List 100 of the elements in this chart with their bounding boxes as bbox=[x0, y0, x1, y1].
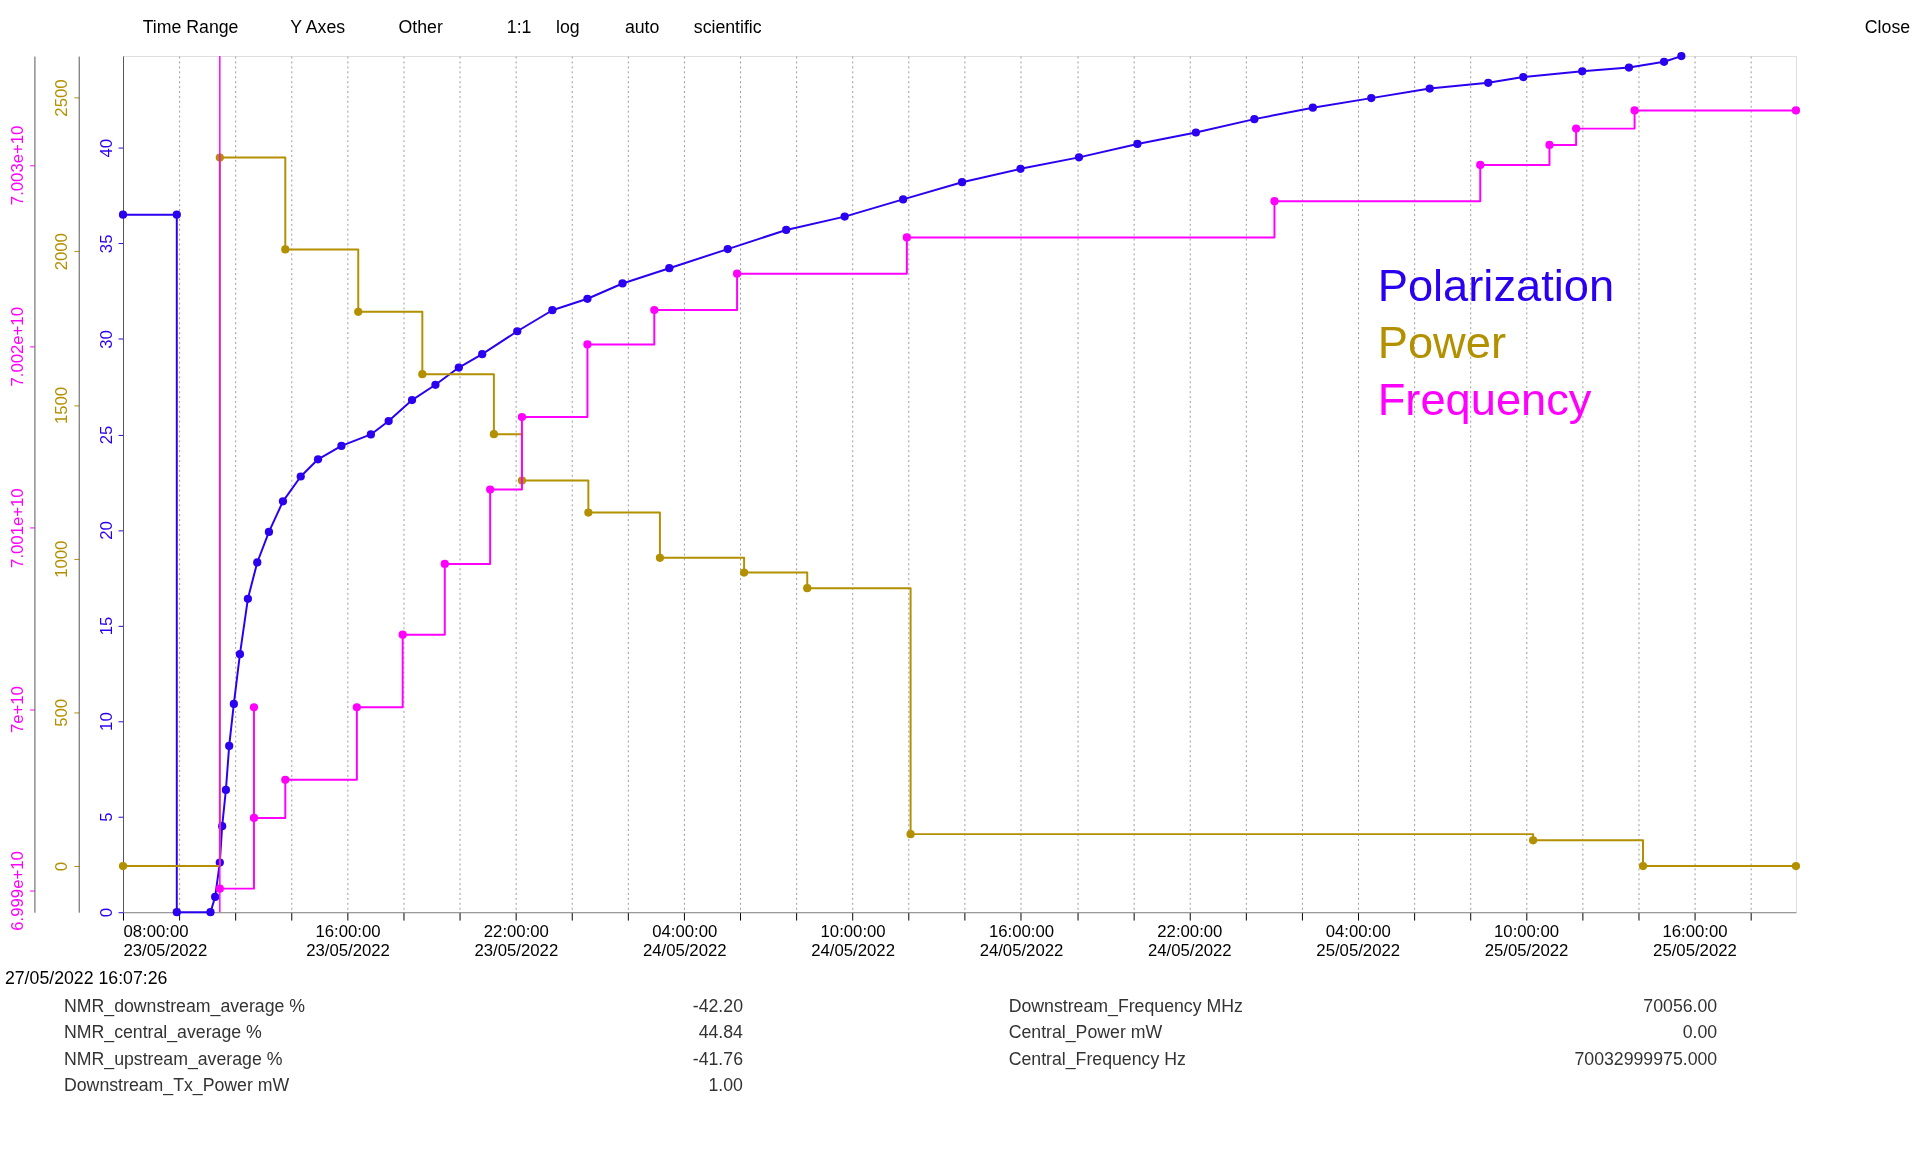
y-tick-label: 10 bbox=[96, 712, 116, 731]
y2-tick-label: 1500 bbox=[52, 386, 72, 425]
point bbox=[1133, 139, 1142, 149]
text: NMR_downstream_average % bbox=[63, 995, 306, 1017]
point bbox=[431, 380, 440, 389]
point bbox=[354, 307, 363, 316]
point bbox=[313, 455, 323, 464]
y-tick-label: 40 bbox=[96, 138, 116, 158]
y3-tick-label: 7.001e+10 bbox=[8, 488, 28, 568]
point bbox=[1250, 115, 1259, 124]
y-tick-label: 15 bbox=[96, 616, 116, 636]
text: 1:1 bbox=[506, 17, 532, 38]
point bbox=[665, 264, 674, 273]
y3-tick-label: 6.999e+10 bbox=[8, 851, 28, 931]
point bbox=[1484, 78, 1493, 87]
y3-tick-label: 7.003e+10 bbox=[8, 125, 28, 206]
point bbox=[418, 370, 427, 379]
point bbox=[1624, 63, 1634, 72]
text: 70056.00 bbox=[1643, 995, 1718, 1016]
y2-tick-label: 2500 bbox=[52, 79, 72, 117]
point bbox=[723, 244, 732, 254]
text: Close bbox=[1864, 17, 1911, 38]
point bbox=[584, 508, 593, 517]
text: -41.76 bbox=[692, 1048, 744, 1069]
point bbox=[906, 830, 915, 839]
point bbox=[548, 306, 557, 315]
x-tick-label: 04:00:00 25/05/2022 bbox=[1316, 922, 1401, 960]
point bbox=[1191, 128, 1201, 137]
point bbox=[1519, 72, 1528, 82]
text: Central_Power mW bbox=[1008, 1022, 1163, 1044]
text: 1.00 bbox=[708, 1075, 744, 1096]
text: Downstream_Tx_Power mW bbox=[63, 1075, 290, 1097]
point bbox=[489, 430, 499, 439]
y-tick-label: 30 bbox=[96, 330, 116, 349]
x-tick-label: 22:00:00 23/05/2022 bbox=[474, 922, 559, 960]
x-tick-label: 16:00:00 23/05/2022 bbox=[306, 922, 390, 960]
point bbox=[118, 210, 128, 219]
point bbox=[118, 861, 128, 871]
point bbox=[337, 441, 346, 451]
x-tick-label: 10:00:00 25/05/2022 bbox=[1484, 922, 1569, 960]
point bbox=[366, 430, 375, 439]
y-tick-label: 5 bbox=[96, 812, 116, 822]
point bbox=[1638, 861, 1648, 871]
point bbox=[1659, 57, 1669, 66]
text: Polarization bbox=[1377, 260, 1615, 311]
point bbox=[235, 650, 245, 659]
y2-tick-label: 1000 bbox=[52, 540, 72, 578]
y2-tick-label: 500 bbox=[52, 698, 72, 727]
x-tick-label: 10:00:00 24/05/2022 bbox=[811, 922, 895, 960]
point bbox=[899, 195, 908, 204]
point bbox=[253, 558, 262, 567]
point bbox=[1791, 861, 1801, 871]
point bbox=[281, 245, 290, 254]
point bbox=[296, 472, 305, 481]
y2-tick-label: 0 bbox=[52, 861, 72, 872]
text: Power bbox=[1377, 317, 1506, 369]
point bbox=[618, 279, 627, 288]
x-tick-label: 04:00:00 24/05/2022 bbox=[642, 922, 727, 960]
text: 70032999975.000 bbox=[1574, 1048, 1718, 1069]
point bbox=[229, 699, 238, 709]
text: 0.00 bbox=[1682, 1022, 1718, 1043]
text: Y Axes bbox=[290, 17, 346, 38]
point bbox=[278, 497, 288, 506]
point bbox=[1074, 153, 1084, 162]
text: Central_Frequency Hz bbox=[1008, 1048, 1186, 1070]
y-tick-label: 35 bbox=[96, 234, 116, 254]
x-tick-label: 22:00:00 24/05/2022 bbox=[1147, 922, 1232, 960]
text: log bbox=[556, 17, 580, 38]
point bbox=[1578, 67, 1587, 76]
point bbox=[1308, 103, 1317, 112]
point bbox=[782, 225, 791, 235]
point bbox=[803, 584, 812, 593]
text: Frequency bbox=[1377, 374, 1592, 426]
text: NMR_upstream_average % bbox=[63, 1048, 283, 1070]
point bbox=[206, 908, 215, 917]
text: Downstream_Frequency MHz bbox=[1008, 995, 1243, 1017]
point bbox=[655, 553, 665, 562]
point bbox=[513, 327, 522, 336]
point bbox=[407, 395, 417, 405]
point bbox=[957, 178, 967, 187]
y-tick-label: 25 bbox=[96, 425, 116, 445]
y3-tick-label: 7e+10 bbox=[8, 686, 28, 734]
text: -42.20 bbox=[692, 995, 744, 1016]
x-tick-label: 16:00:00 24/05/2022 bbox=[979, 922, 1064, 960]
point bbox=[739, 568, 749, 577]
text: Other bbox=[398, 17, 443, 38]
point bbox=[454, 363, 463, 372]
point bbox=[211, 892, 220, 902]
text: Time Range bbox=[142, 17, 239, 38]
text: NMR_central_average % bbox=[63, 1022, 262, 1044]
text: 44.84 bbox=[698, 1022, 744, 1043]
point bbox=[1425, 84, 1434, 93]
point bbox=[221, 785, 231, 795]
point bbox=[1367, 94, 1376, 103]
y3-tick-label: 7.002e+10 bbox=[8, 307, 28, 387]
text: scientific bbox=[693, 17, 762, 38]
y-tick-label: 0 bbox=[96, 908, 116, 918]
point bbox=[1528, 836, 1538, 845]
point bbox=[243, 594, 252, 603]
point bbox=[840, 212, 849, 221]
